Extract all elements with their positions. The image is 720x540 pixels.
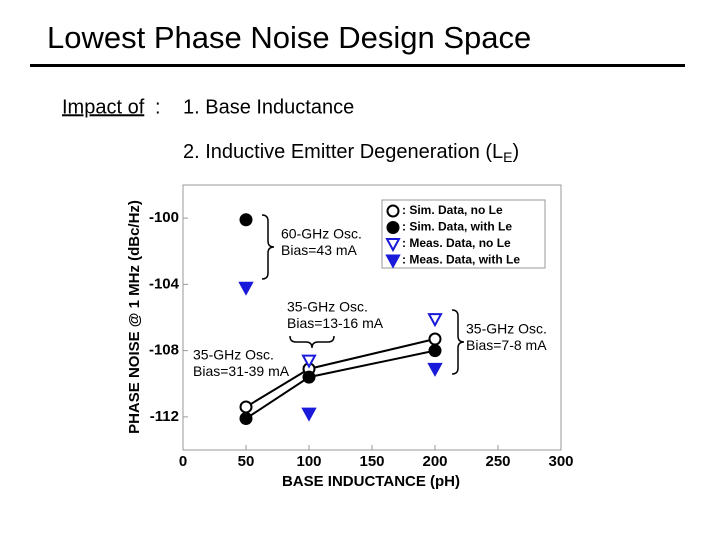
data-point [427, 313, 443, 328]
data-point [238, 281, 254, 296]
item-text: ) [513, 141, 520, 163]
data-point [428, 332, 442, 346]
legend-marker [385, 254, 401, 269]
brace [289, 335, 335, 349]
legend-label: : Sim. Data, with Le [402, 220, 512, 234]
x-tick-label: 0 [179, 453, 187, 470]
data-point [301, 407, 317, 422]
x-tick-label: 300 [548, 453, 573, 470]
legend-label: : Meas. Data, no Le [402, 236, 511, 250]
x-tick-label: 150 [359, 453, 384, 470]
data-point [239, 412, 253, 426]
legend-marker [386, 204, 400, 218]
x-tick-label: 100 [296, 453, 321, 470]
legend-label: : Sim. Data, no Le [402, 203, 503, 217]
annotation: 35-GHz Osc. [466, 321, 547, 337]
annotation: Bias=13-16 mA [287, 315, 384, 331]
item-text: 2. Inductive Emitter Degeneration (L [183, 141, 503, 163]
impact-label: Impact of [62, 96, 145, 118]
data-point [239, 400, 253, 414]
data-point [301, 354, 317, 369]
item-sub: E [503, 149, 512, 165]
impact-colon: : [155, 96, 161, 118]
annotation: 60-GHz Osc. [281, 226, 362, 242]
legend-marker [386, 221, 400, 234]
data-point [302, 370, 316, 384]
y-tick-label: -108 [149, 342, 179, 359]
data-point [239, 213, 253, 227]
braces [261, 214, 465, 375]
annotation: Bias=31-39 mA [193, 363, 290, 379]
annotation: Bias=43 mA [281, 242, 358, 258]
annotation: 35-GHz Osc. [193, 347, 274, 363]
legend-label: : Meas. Data, with Le [402, 253, 520, 267]
item: 1. Base Inductance [183, 96, 354, 118]
brace [451, 309, 465, 375]
y-tick-label: -104 [149, 275, 180, 292]
y-axis-label: PHASE NOISE @ 1 MHz (dBc/Hz) [126, 200, 143, 434]
annotation: 35-GHz Osc. [287, 299, 368, 315]
legend-marker [385, 238, 401, 253]
brace [261, 214, 275, 280]
x-axis-label: BASE INDUCTANCE (pH) [282, 473, 460, 490]
y-tick-label: -100 [149, 209, 179, 226]
y-tick-label: -112 [150, 408, 179, 425]
data-point [427, 362, 443, 377]
legend-box [381, 199, 546, 269]
slide-title: Lowest Phase Noise Design Space [47, 20, 531, 55]
annotation: Bias=7-8 mA [466, 337, 547, 353]
x-tick-label: 250 [485, 453, 510, 470]
title-rule [30, 64, 685, 67]
data-point [428, 344, 442, 358]
x-tick-label: 200 [422, 453, 447, 470]
item: 2. Inductive Emitter Degeneration (LE) [183, 141, 519, 164]
x-tick-label: 50 [238, 453, 255, 470]
